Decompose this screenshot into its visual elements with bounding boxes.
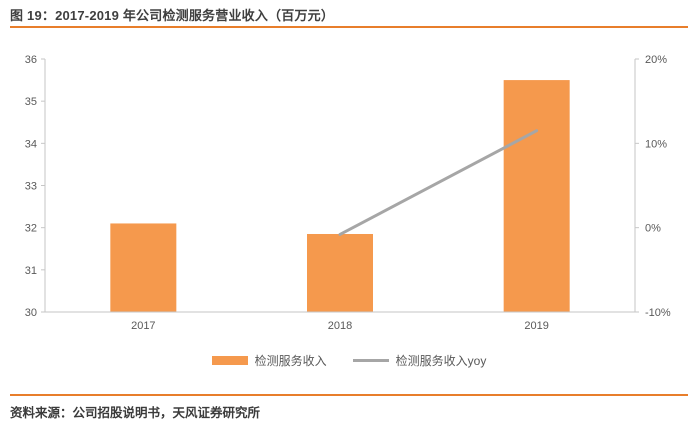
left-axis-tick-label: 34 <box>25 138 37 150</box>
source-text: 资料来源：公司招股说明书，天风证券研究所 <box>10 406 261 420</box>
title-underline-rule <box>10 26 688 28</box>
x-axis-label: 2017 <box>131 320 155 332</box>
chart-area: 36 35 34 33 32 31 30 20% 10% 0% -10% 2017 2018 2019 <box>0 36 698 336</box>
right-axis-tick-label: 0% <box>645 223 661 235</box>
right-axis-tick-label: 10% <box>645 138 667 150</box>
left-axis-tick-label: 32 <box>25 223 37 235</box>
bar-2019 <box>503 80 570 312</box>
left-axis-tick-label: 31 <box>25 265 37 277</box>
left-axis-tick-label: 33 <box>25 181 37 193</box>
bar-2017 <box>110 223 177 312</box>
legend-item-yoy: 检测服务收入yoy <box>352 352 487 369</box>
x-axis-label: 2018 <box>328 320 352 332</box>
legend-label-revenue: 检测服务收入 <box>254 354 327 368</box>
left-axis-tick-label: 36 <box>25 54 37 66</box>
legend-line-swatch <box>352 359 389 362</box>
legend-bar-swatch <box>211 356 248 365</box>
bar-2018 <box>307 233 373 312</box>
right-axis-tick-label: -10% <box>645 307 671 319</box>
left-axis-tick-label: 30 <box>25 307 37 319</box>
chart-legend: 检测服务收入 检测服务收入yoy <box>0 352 698 369</box>
source-divider-rule <box>10 394 688 396</box>
x-axis-label: 2019 <box>524 320 548 332</box>
chart-svg: 36 35 34 33 32 31 30 20% 10% 0% -10% 2017 2018 2019 <box>25 54 671 332</box>
left-axis-tick-label: 35 <box>25 96 37 108</box>
yoy-line <box>338 129 539 236</box>
legend-item-revenue: 检测服务收入 <box>211 352 327 369</box>
right-axis-tick-label: 20% <box>645 54 667 66</box>
legend-label-yoy: 检测服务收入yoy <box>395 354 487 368</box>
figure-title: 图 19：2017-2019 年公司检测服务营业收入（百万元） <box>10 8 335 23</box>
